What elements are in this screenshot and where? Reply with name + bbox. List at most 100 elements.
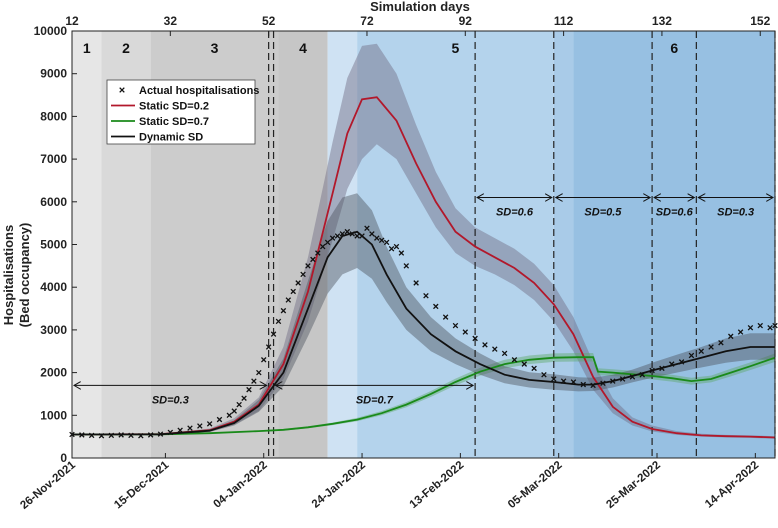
legend-label-actual: Actual hospitalisations xyxy=(139,85,259,97)
actual-point-5 xyxy=(118,432,124,438)
actual-point-12 xyxy=(187,425,193,431)
phase-labels: 1 2 3 4 5 6 xyxy=(83,40,678,56)
top-axis-title: Simulation days xyxy=(370,0,470,14)
date-tick-label-1: 15-Dec-2021 xyxy=(112,459,172,512)
sd-label-2: SD=0.6 xyxy=(496,207,534,219)
top-tick-label-2: 52 xyxy=(262,14,276,28)
actual-point-73 xyxy=(610,378,616,384)
actual-point-23 xyxy=(260,357,267,363)
actual-point-42 xyxy=(354,233,360,239)
actual-point-80 xyxy=(678,359,685,365)
actual-point-8 xyxy=(147,432,154,438)
actual-point-52 xyxy=(403,263,410,269)
actual-point-2 xyxy=(88,432,95,439)
date-tick-label-0: 26-Nov-2021 xyxy=(18,459,78,512)
actual-point-65 xyxy=(531,365,537,372)
actual-point-64 xyxy=(521,361,528,367)
top-tick-label-4: 92 xyxy=(459,14,473,28)
actual-point-36 xyxy=(324,239,331,246)
actual-point-34 xyxy=(315,250,321,256)
y-tick-label-9: 9000 xyxy=(40,67,67,81)
actual-point-7 xyxy=(138,433,144,439)
phase-label-3: 4 xyxy=(299,40,307,56)
actual-point-40 xyxy=(344,228,351,235)
actual-point-55 xyxy=(433,303,439,310)
actual-point-46 xyxy=(374,235,380,241)
actual-point-50 xyxy=(393,243,400,250)
phase-region-6 xyxy=(553,31,574,458)
actual-point-26 xyxy=(275,318,282,325)
actual-point-83 xyxy=(708,344,714,350)
actual-point-6 xyxy=(128,432,134,439)
legend-box xyxy=(106,79,256,145)
actual-point-79 xyxy=(669,361,675,367)
actual-point-13 xyxy=(197,423,203,429)
actual-hospitalisations-points xyxy=(69,225,778,439)
actual-point-39 xyxy=(339,231,346,237)
actual-point-74 xyxy=(619,376,626,382)
actual-point-70 xyxy=(580,381,587,388)
actual-point-15 xyxy=(216,416,223,423)
y-axis-title-line1: Hospitalisations xyxy=(1,225,16,325)
actual-point-62 xyxy=(501,350,508,357)
actual-point-16 xyxy=(226,412,233,419)
legend-label-2: Dynamic SD xyxy=(139,132,203,144)
actual-point-47 xyxy=(378,237,385,243)
actual-point-32 xyxy=(305,263,311,269)
actual-point-49 xyxy=(388,246,395,252)
actual-point-25 xyxy=(270,331,277,337)
actual-point-76 xyxy=(639,371,646,378)
sd-label-0: SD=0.3 xyxy=(152,394,189,406)
sd-label-5: SD=0.3 xyxy=(717,207,754,219)
actual-point-68 xyxy=(560,378,567,384)
actual-point-10 xyxy=(167,429,174,436)
legend-label-1: Static SD=0.7 xyxy=(139,116,209,128)
top-tick-label-7: 152 xyxy=(750,14,770,28)
actual-point-22 xyxy=(256,369,262,376)
top-tick-label-5: 112 xyxy=(554,14,574,28)
actual-point-85 xyxy=(727,333,734,340)
actual-point-75 xyxy=(629,374,636,380)
actual-point-53 xyxy=(413,280,419,286)
actual-point-58 xyxy=(462,329,469,335)
actual-point-86 xyxy=(737,329,744,335)
actual-point-71 xyxy=(590,382,596,389)
band-1 xyxy=(72,353,775,435)
legend-marker-actual xyxy=(119,87,125,93)
actual-point-54 xyxy=(423,292,429,299)
y-tick-label-8: 8000 xyxy=(40,109,67,123)
phase-label-2: 3 xyxy=(211,40,219,56)
actual-point-30 xyxy=(295,280,301,286)
actual-point-67 xyxy=(551,376,557,382)
actual-point-77 xyxy=(649,367,655,374)
phase-label-0: 1 xyxy=(83,40,91,56)
sd-label-3: SD=0.5 xyxy=(584,207,622,219)
actual-point-29 xyxy=(290,288,296,295)
top-tick-label-6: 132 xyxy=(652,14,672,28)
y-tick-label-3: 3000 xyxy=(40,323,67,337)
actual-point-57 xyxy=(452,322,459,329)
actual-point-17 xyxy=(231,408,237,414)
y-tick-label-0: 0 xyxy=(60,451,67,465)
actual-point-82 xyxy=(698,348,705,355)
actual-point-81 xyxy=(688,352,695,359)
actual-point-18 xyxy=(236,401,242,408)
y-tick-label-2: 2000 xyxy=(40,366,67,380)
actual-point-66 xyxy=(541,371,547,378)
actual-point-38 xyxy=(334,233,341,239)
actual-point-43 xyxy=(359,233,365,239)
actual-point-33 xyxy=(310,256,316,263)
date-tick-label-3: 24-Jan-2022 xyxy=(310,459,368,511)
phase-label-5: 5 xyxy=(452,40,460,56)
actual-point-41 xyxy=(349,231,355,237)
top-tick-label-3: 72 xyxy=(360,14,374,28)
actual-point-51 xyxy=(398,250,405,256)
actual-point-60 xyxy=(482,342,488,348)
date-tick-label-6: 25-Mar-2022 xyxy=(604,459,663,511)
actual-point-59 xyxy=(472,335,478,342)
actual-point-61 xyxy=(492,346,498,352)
band-2 xyxy=(72,193,775,435)
phase-region-7 xyxy=(573,31,775,458)
actual-point-44 xyxy=(364,225,370,232)
